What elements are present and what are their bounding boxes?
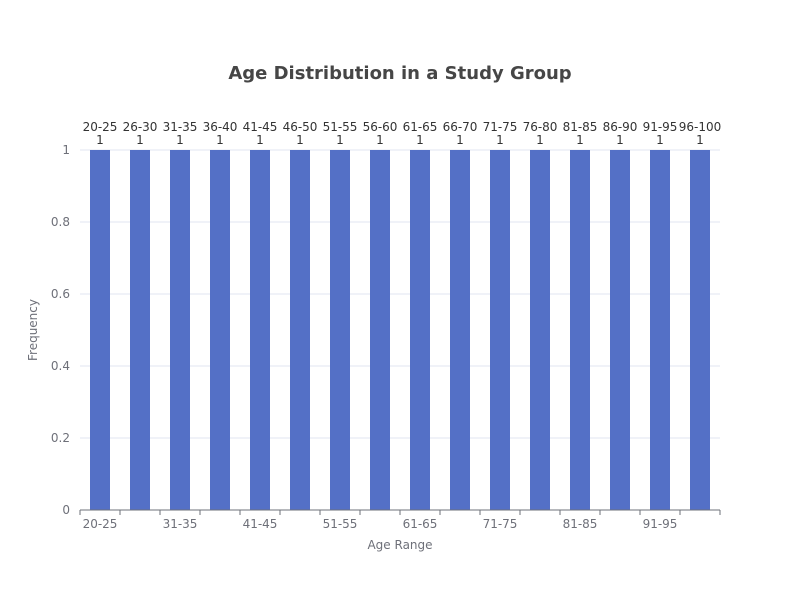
bar-category-label: 86-90	[603, 120, 638, 134]
x-tick-label: 91-95	[643, 517, 678, 531]
bar[interactable]	[90, 150, 110, 510]
y-tick-label: 0.8	[51, 215, 70, 229]
y-tick-label: 0.2	[51, 431, 70, 445]
bar-value-label: 1	[336, 133, 344, 147]
bar[interactable]	[250, 150, 270, 510]
x-tick-label: 51-55	[323, 517, 358, 531]
bar-category-label: 46-50	[283, 120, 318, 134]
bar-value-label: 1	[136, 133, 144, 147]
bars	[90, 150, 710, 510]
bar-category-label: 61-65	[403, 120, 438, 134]
x-tick-label: 71-75	[483, 517, 518, 531]
bar-category-label: 20-25	[83, 120, 118, 134]
x-tick-label: 41-45	[243, 517, 278, 531]
bar[interactable]	[690, 150, 710, 510]
bar-value-label: 1	[96, 133, 104, 147]
chart-title: Age Distribution in a Study Group	[228, 63, 571, 84]
bar-category-label: 96-100	[679, 120, 722, 134]
bar-category-label: 31-35	[163, 120, 198, 134]
x-tick-label: 81-85	[563, 517, 598, 531]
bar-category-label: 76-80	[523, 120, 558, 134]
bar-value-label: 1	[456, 133, 464, 147]
bar-category-label: 51-55	[323, 120, 358, 134]
bar-category-label: 66-70	[443, 120, 478, 134]
bar-value-label: 1	[536, 133, 544, 147]
y-axis-ticks: 0 0.2 0.4 0.6 0.8 1	[51, 143, 70, 517]
bar-value-label: 1	[576, 133, 584, 147]
bar-value-label: 1	[616, 133, 624, 147]
bar-value-label: 1	[176, 133, 184, 147]
bar[interactable]	[370, 150, 390, 510]
bar-value-label: 1	[296, 133, 304, 147]
bar[interactable]	[650, 150, 670, 510]
bar[interactable]	[130, 150, 150, 510]
bar[interactable]	[570, 150, 590, 510]
bar[interactable]	[490, 150, 510, 510]
bar-value-label: 1	[256, 133, 264, 147]
bar[interactable]	[610, 150, 630, 510]
x-axis-ticks: 20-25 31-35 41-45 51-55 61-65 71-75 81-85 91-95	[79, 510, 721, 531]
y-tick-label: 0	[62, 503, 70, 517]
bar[interactable]	[450, 150, 470, 510]
bar-value-label: 1	[696, 133, 704, 147]
bar-value-label: 1	[216, 133, 224, 147]
bar[interactable]	[290, 150, 310, 510]
bar-value-label: 1	[376, 133, 384, 147]
x-tick-label: 20-25	[83, 517, 118, 531]
bar-category-label: 56-60	[363, 120, 398, 134]
y-tick-label: 1	[62, 143, 70, 157]
y-tick-label: 0.4	[51, 359, 70, 373]
x-tick-label: 61-65	[403, 517, 438, 531]
x-tick-label: 31-35	[163, 517, 198, 531]
bar-category-label: 36-40	[203, 120, 238, 134]
bar-category-label: 71-75	[483, 120, 518, 134]
bar-category-label: 81-85	[563, 120, 598, 134]
y-axis-title: Frequency	[26, 299, 40, 361]
bar-category-label: 91-95	[643, 120, 678, 134]
y-tick-label: 0.6	[51, 287, 70, 301]
bar-value-label: 1	[496, 133, 504, 147]
data-labels: 20-25126-30131-35136-40141-45146-50151-5…	[83, 120, 722, 147]
bar[interactable]	[410, 150, 430, 510]
x-axis-title: Age Range	[367, 538, 432, 552]
bar-category-label: 41-45	[243, 120, 278, 134]
bar[interactable]	[210, 150, 230, 510]
bar-value-label: 1	[656, 133, 664, 147]
bar[interactable]	[530, 150, 550, 510]
bar-value-label: 1	[416, 133, 424, 147]
bar[interactable]	[170, 150, 190, 510]
bar[interactable]	[330, 150, 350, 510]
bar-category-label: 26-30	[123, 120, 158, 134]
